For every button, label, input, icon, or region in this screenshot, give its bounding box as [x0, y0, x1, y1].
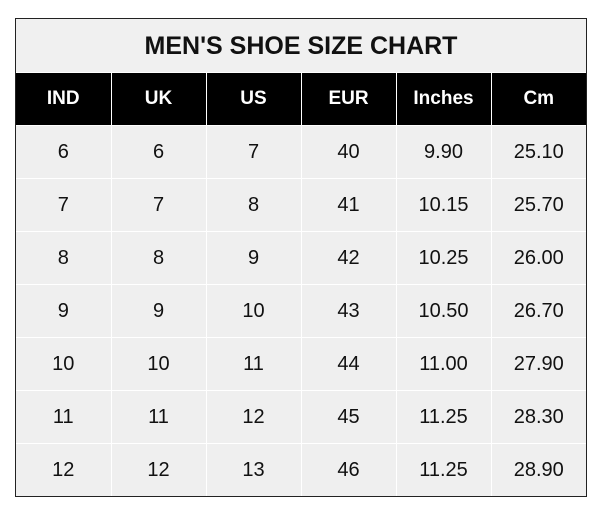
table-row: 9 9 10 43 10.50 26.70: [16, 284, 586, 338]
table-cell: 11.25: [395, 390, 492, 444]
column-header: UK: [110, 73, 207, 126]
column-header: IND: [16, 73, 112, 126]
table-cell: 7: [205, 125, 302, 179]
table-row: 10 10 11 44 11.00 27.90: [16, 337, 586, 391]
table-cell: 10: [205, 284, 302, 338]
column-header: EUR: [300, 73, 397, 126]
table-cell: 10.50: [395, 284, 492, 338]
table-row: 11 11 12 45 11.25 28.30: [16, 390, 586, 444]
table-row: 8 8 9 42 10.25 26.00: [16, 231, 586, 285]
table-cell: 28.30: [490, 390, 586, 444]
table-cell: 10: [110, 337, 207, 391]
table-cell: 10: [16, 337, 112, 391]
table-cell: 41: [300, 178, 397, 232]
table-row: 6 6 7 40 9.90 25.10: [16, 125, 586, 179]
header-row: IND UK US EUR Inches Cm: [16, 73, 586, 126]
table-cell: 11: [205, 337, 302, 391]
table-cell: 9: [110, 284, 207, 338]
table-row: 7 7 8 41 10.15 25.70: [16, 178, 586, 232]
table-cell: 25.70: [490, 178, 586, 232]
table-cell: 9: [16, 284, 112, 338]
table-cell: 26.00: [490, 231, 586, 285]
table-cell: 42: [300, 231, 397, 285]
table-cell: 46: [300, 443, 397, 496]
table-cell: 27.90: [490, 337, 586, 391]
table-cell: 12: [205, 390, 302, 444]
table-cell: 9.90: [395, 125, 492, 179]
table-cell: 8: [110, 231, 207, 285]
table-cell: 12: [110, 443, 207, 496]
table-cell: 11.00: [395, 337, 492, 391]
column-header: Inches: [395, 73, 492, 126]
table-cell: 10.15: [395, 178, 492, 232]
table-row: 12 12 13 46 11.25 28.90: [16, 443, 586, 496]
table-cell: 12: [16, 443, 112, 496]
table-cell: 11: [16, 390, 112, 444]
table-cell: 13: [205, 443, 302, 496]
table-cell: 40: [300, 125, 397, 179]
table-cell: 6: [110, 125, 207, 179]
column-header: Cm: [490, 73, 586, 126]
table-cell: 45: [300, 390, 397, 444]
chart-title: MEN'S SHOE SIZE CHART: [16, 19, 586, 73]
size-table: IND UK US EUR Inches Cm 6 6 7 40 9.90 25.10 7 7 8 41 10…: [16, 73, 586, 496]
table-cell: 11: [110, 390, 207, 444]
table-cell: 8: [16, 231, 112, 285]
column-header: US: [205, 73, 302, 126]
table-cell: 25.10: [490, 125, 586, 179]
size-chart: MEN'S SHOE SIZE CHART IND UK US EUR Inches Cm…: [15, 18, 587, 497]
table-cell: 26.70: [490, 284, 586, 338]
table-cell: 7: [110, 178, 207, 232]
table-cell: 43: [300, 284, 397, 338]
table-cell: 9: [205, 231, 302, 285]
table-cell: 11.25: [395, 443, 492, 496]
table-cell: 6: [16, 125, 112, 179]
table-cell: 28.90: [490, 443, 586, 496]
table-cell: 10.25: [395, 231, 492, 285]
table-cell: 7: [16, 178, 112, 232]
table-cell: 8: [205, 178, 302, 232]
table-cell: 44: [300, 337, 397, 391]
